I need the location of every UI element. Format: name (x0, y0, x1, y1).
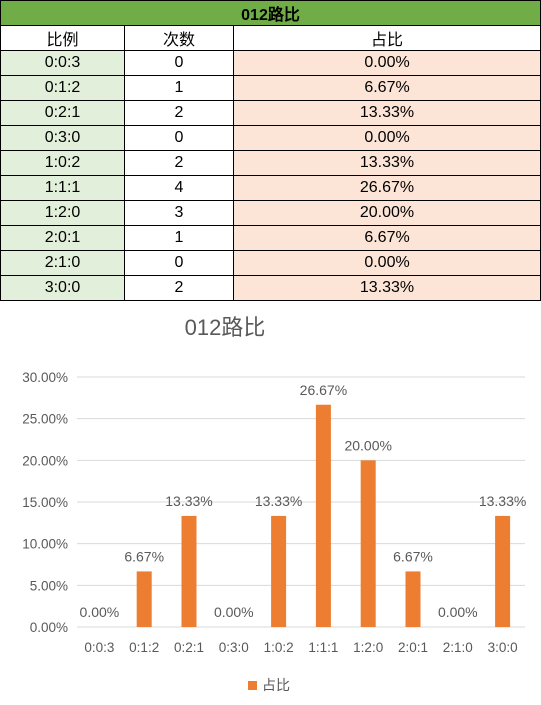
x-tick-label: 2:1:0 (443, 640, 473, 655)
x-tick-label: 0:0:3 (84, 640, 114, 655)
data-label: 0.00% (214, 604, 254, 620)
cell-ratio[interactable]: 0:1:2 (0, 75, 125, 101)
cell-count[interactable]: 0 (124, 125, 234, 151)
cell-ratio[interactable]: 0:2:1 (0, 100, 125, 126)
bar-1-1-1 (315, 404, 331, 627)
data-label: 13.33% (165, 493, 212, 509)
cell-ratio[interactable]: 0:3:0 (0, 125, 125, 151)
cell-pct[interactable]: 13.33% (232, 100, 541, 126)
cell-count[interactable]: 0 (124, 250, 234, 276)
data-label: 20.00% (344, 437, 391, 453)
cell-pct[interactable]: 0.00% (232, 250, 541, 276)
cell-count[interactable]: 2 (124, 150, 234, 176)
bar-3-0-0 (495, 515, 511, 627)
x-tick-label: 0:3:0 (219, 640, 249, 655)
table-row: 0:0:3 0 0.00% (0, 50, 541, 76)
chart-svg: 012路比 0.00% 5.00% 10.00% 15.00% 20.00% 25.00% 3… (22, 315, 526, 693)
y-tick-label: 25.00% (22, 412, 68, 427)
data-label: 13.33% (479, 493, 526, 509)
cell-count[interactable]: 2 (124, 275, 234, 301)
cell-count[interactable]: 1 (124, 225, 234, 251)
cell-pct[interactable]: 26.67% (232, 175, 541, 201)
cell-count[interactable]: 3 (124, 200, 234, 226)
chart-title: 012路比 (185, 315, 266, 340)
x-tick-label: 2:0:1 (398, 640, 428, 655)
cell-pct[interactable]: 0.00% (232, 125, 541, 151)
table-title[interactable]: 012路比 (0, 0, 541, 26)
cell-pct[interactable]: 13.33% (232, 275, 541, 301)
x-tick-label: 3:0:0 (488, 640, 518, 655)
cell-ratio[interactable]: 2:0:1 (0, 225, 125, 251)
bar-0-1-2 (136, 571, 152, 627)
table-row: 3:0:0 2 13.33% (0, 275, 541, 301)
data-label: 0.00% (438, 604, 478, 620)
y-tick-label: 30.00% (22, 370, 68, 385)
cell-pct[interactable]: 13.33% (232, 150, 541, 176)
bar-1-0-2 (271, 515, 287, 627)
x-tick-label: 1:0:2 (264, 640, 294, 655)
cell-pct[interactable]: 6.67% (232, 225, 541, 251)
bar-1-2-0 (360, 460, 376, 627)
y-tick-label: 0.00% (30, 620, 68, 635)
cell-ratio[interactable]: 0:0:3 (0, 50, 125, 76)
header-pct[interactable]: 占比 (232, 25, 541, 51)
x-tick-label: 1:1:1 (308, 640, 338, 655)
legend-label: 占比 (262, 677, 290, 693)
cell-ratio[interactable]: 1:2:0 (0, 200, 125, 226)
y-tick-label: 10.00% (22, 537, 68, 552)
table-row: 1:0:2 2 13.33% (0, 150, 541, 176)
data-label: 6.67% (124, 548, 164, 564)
cell-ratio[interactable]: 1:1:1 (0, 175, 125, 201)
spreadsheet: 012路比 比例 次数 占比 0:0:3 0 0.00% 0:1:2 1 6.67% 0:2… (0, 0, 541, 301)
cell-pct[interactable]: 20.00% (232, 200, 541, 226)
bar-0-2-1 (181, 515, 197, 627)
y-tick-label: 20.00% (22, 453, 68, 468)
bar-2-0-1 (405, 571, 421, 627)
table-row: 1:2:0 3 20.00% (0, 200, 541, 226)
cell-ratio[interactable]: 1:0:2 (0, 150, 125, 176)
table-row: 0:3:0 0 0.00% (0, 125, 541, 151)
legend-swatch (248, 681, 257, 690)
cell-count[interactable]: 2 (124, 100, 234, 126)
data-label: 0.00% (80, 604, 120, 620)
header-count[interactable]: 次数 (124, 25, 234, 51)
cell-pct[interactable]: 6.67% (232, 75, 541, 101)
cell-count[interactable]: 4 (124, 175, 234, 201)
data-table: 012路比 比例 次数 占比 0:0:3 0 0.00% 0:1:2 1 6.67% 0:2… (0, 0, 541, 301)
y-tick-label: 15.00% (22, 495, 68, 510)
x-tick-label: 0:1:2 (129, 640, 159, 655)
header-ratio[interactable]: 比例 (0, 25, 125, 51)
cell-count[interactable]: 0 (124, 50, 234, 76)
header-row: 比例 次数 占比 (0, 25, 541, 51)
table-row: 0:2:1 2 13.33% (0, 100, 541, 126)
table-row: 2:1:0 0 0.00% (0, 250, 541, 276)
data-label: 6.67% (393, 548, 433, 564)
x-tick-label: 0:2:1 (174, 640, 204, 655)
x-tick-label: 1:2:0 (353, 640, 383, 655)
table-row: 0:1:2 1 6.67% (0, 75, 541, 101)
data-label: 26.67% (300, 382, 347, 398)
y-tick-label: 5.00% (30, 578, 68, 593)
cell-pct[interactable]: 0.00% (232, 50, 541, 76)
table-title-row: 012路比 (0, 0, 541, 26)
cell-ratio[interactable]: 3:0:0 (0, 275, 125, 301)
data-label: 13.33% (255, 493, 302, 509)
table-row: 2:0:1 1 6.67% (0, 225, 541, 251)
table-row: 1:1:1 4 26.67% (0, 175, 541, 201)
bar-chart[interactable]: 012路比 0.00% 5.00% 10.00% 15.00% 20.00% 25.00% 3… (0, 305, 541, 705)
cell-ratio[interactable]: 2:1:0 (0, 250, 125, 276)
cell-count[interactable]: 1 (124, 75, 234, 101)
